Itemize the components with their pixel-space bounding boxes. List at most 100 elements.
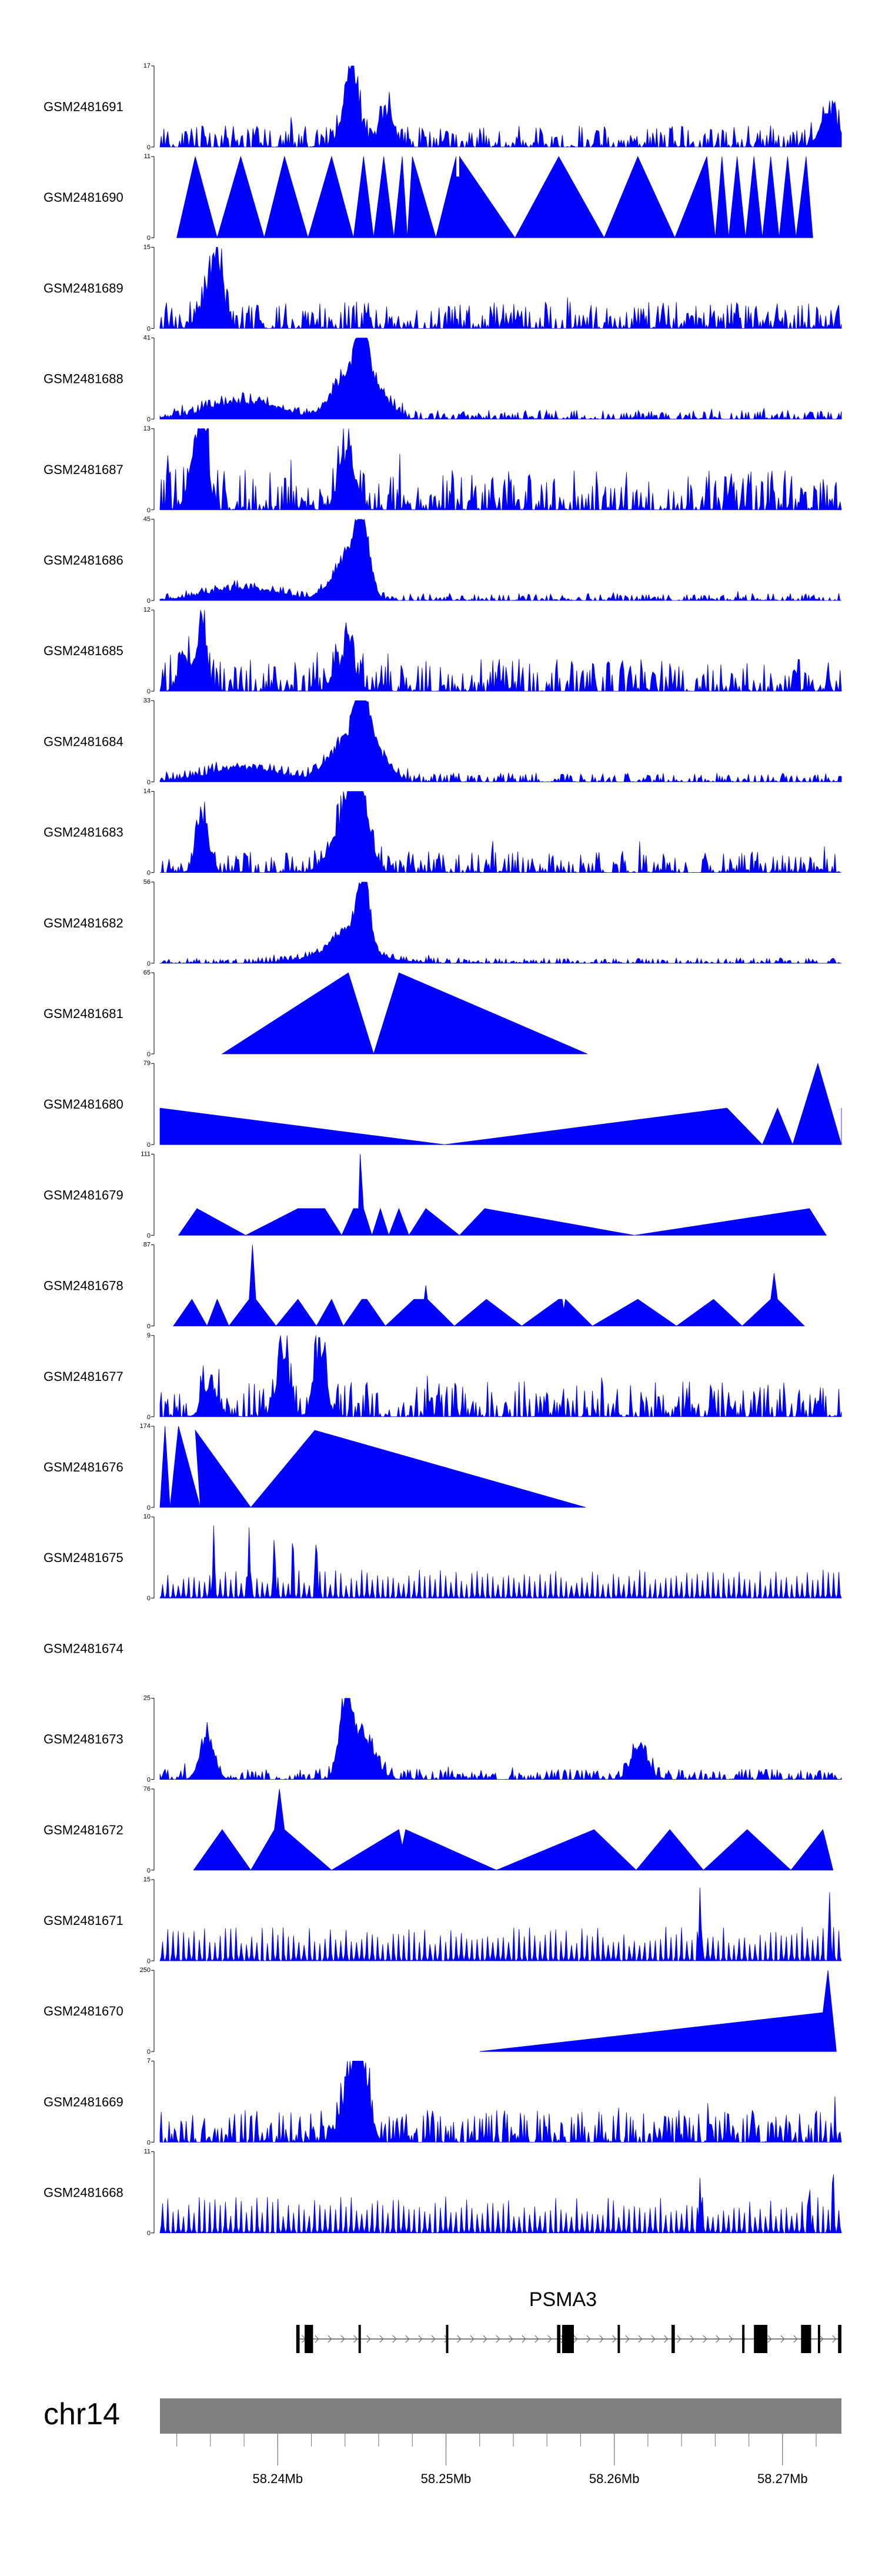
- y-axis-max-label: 10: [143, 1513, 151, 1520]
- y-axis-min-label: 0: [147, 1232, 151, 1239]
- y-axis-max-label: 33: [143, 697, 151, 704]
- gene-exon: [296, 2325, 300, 2353]
- strand-arrow: [819, 2335, 824, 2343]
- track-label: GSM2481679: [44, 1187, 123, 1202]
- y-axis-min-label: 0: [147, 870, 151, 877]
- y-axis-min-label: 0: [147, 779, 151, 786]
- track-GSM2481683: GSM2481683 14 0: [44, 788, 841, 877]
- strand-arrow: [366, 2335, 371, 2343]
- track-GSM2481671: GSM2481671 15 0: [44, 1876, 842, 1965]
- strand-arrow: [509, 2335, 513, 2343]
- strand-arrow: [729, 2335, 733, 2343]
- y-axis-min-label: 0: [147, 598, 151, 605]
- track-label: GSM2481680: [44, 1097, 123, 1112]
- track-label: GSM2481677: [44, 1369, 123, 1384]
- y-axis-max-label: 79: [143, 1060, 151, 1067]
- track-GSM2481673: GSM2481673 25 0: [44, 1695, 842, 1784]
- signal-area: [159, 2061, 842, 2143]
- y-axis-min-label: 0: [147, 1777, 151, 1784]
- track-GSM2481690: GSM2481690 11 0: [44, 153, 813, 242]
- gene-exon: [671, 2325, 675, 2353]
- genomic-axis: 58.24Mb 58.25Mb 58.26Mb 58.27Mb: [176, 2434, 817, 2486]
- gene-exon: [801, 2325, 811, 2353]
- strand-arrow: [328, 2335, 332, 2343]
- y-axis-max-label: 17: [143, 62, 151, 69]
- signal-area: [159, 247, 842, 329]
- strand-arrow: [716, 2335, 720, 2343]
- track-GSM2481668: GSM2481668 11 0: [44, 2148, 842, 2237]
- strand-arrow: [457, 2335, 462, 2343]
- y-axis-max-label: 111: [141, 1150, 151, 1157]
- signal-area: [159, 1525, 842, 1599]
- track-GSM2481680: GSM2481680 79 0: [44, 1060, 842, 1149]
- signal-area: [178, 1154, 827, 1236]
- y-axis-min-label: 0: [147, 2139, 151, 2146]
- gene-track: PSMA3: [296, 2288, 841, 2353]
- track-label: GSM2481671: [44, 1913, 123, 1928]
- track-label: GSM2481686: [44, 553, 123, 568]
- strand-arrow: [599, 2335, 604, 2343]
- strand-arrow: [392, 2335, 397, 2343]
- strand-arrow: [418, 2335, 423, 2343]
- gene-exon: [562, 2325, 574, 2353]
- strand-arrow: [690, 2335, 694, 2343]
- track-GSM2481676: GSM2481676 174 0: [44, 1423, 586, 1511]
- strand-arrow: [651, 2335, 656, 2343]
- y-axis-min-label: 0: [147, 235, 151, 242]
- strand-arrow: [470, 2335, 475, 2343]
- strand-arrow: [547, 2335, 552, 2343]
- y-axis-min-label: 0: [147, 2048, 151, 2056]
- y-axis-max-label: 13: [143, 425, 151, 432]
- gene-exon: [742, 2325, 745, 2353]
- strand-arrow: [625, 2335, 630, 2343]
- y-axis-min-label: 0: [147, 416, 151, 423]
- signal-area: [176, 155, 813, 239]
- signal-area: [159, 1335, 842, 1418]
- strand-arrow: [340, 2335, 345, 2343]
- y-axis-min-label: 0: [147, 1051, 151, 1058]
- gene-exon: [754, 2325, 768, 2353]
- gene-exon: [358, 2325, 361, 2353]
- track-GSM2481677: GSM2481677 9 0: [44, 1332, 842, 1421]
- y-axis-max-label: 41: [143, 335, 151, 342]
- track-label: GSM2481685: [44, 643, 123, 658]
- strand-arrow: [664, 2335, 669, 2343]
- signal-area: [159, 1426, 586, 1508]
- y-axis-max-label: 11: [144, 2148, 151, 2155]
- track-GSM2481670: GSM2481670 250 0: [44, 1967, 837, 2056]
- chromosome-ideogram: chr14: [44, 2397, 841, 2434]
- y-axis-min-label: 0: [147, 2230, 151, 2237]
- y-axis-max-label: 250: [140, 1967, 151, 1974]
- y-axis-min-label: 0: [147, 1504, 151, 1511]
- track-label: GSM2481676: [44, 1460, 123, 1474]
- strand-arrow: [573, 2335, 578, 2343]
- track-GSM2481688: GSM2481688 41 0: [44, 335, 842, 423]
- strand-arrow: [793, 2335, 798, 2343]
- track-label: GSM2481691: [44, 99, 123, 114]
- strand-arrow: [496, 2335, 500, 2343]
- track-GSM2481682: GSM2481682 56 0: [44, 879, 841, 967]
- y-axis-min-label: 0: [147, 1414, 151, 1421]
- strand-arrow: [832, 2335, 837, 2343]
- y-axis-min-label: 0: [147, 507, 151, 514]
- y-axis-min-label: 0: [147, 325, 151, 332]
- track-label: GSM2481687: [44, 462, 123, 477]
- y-axis-min-label: 0: [147, 960, 151, 967]
- gene-exon: [817, 2325, 820, 2353]
- y-axis-max-label: 87: [143, 1242, 151, 1249]
- gene-exon: [557, 2325, 561, 2353]
- track-GSM2481674: GSM2481674: [44, 1641, 123, 1656]
- track-label: GSM2481670: [44, 2004, 123, 2018]
- strand-arrow: [703, 2335, 707, 2343]
- strand-arrow: [612, 2335, 617, 2343]
- gene-exon: [838, 2325, 841, 2353]
- track-GSM2481675: GSM2481675 10 0: [44, 1513, 842, 1602]
- track-label: GSM2481681: [44, 1006, 123, 1021]
- strand-arrow: [353, 2335, 358, 2343]
- gene-name-label: PSMA3: [529, 2288, 597, 2311]
- y-axis-min-label: 0: [147, 144, 151, 151]
- strand-arrow: [767, 2335, 772, 2343]
- track-label: GSM2481675: [44, 1550, 123, 1565]
- signal-area: [160, 791, 841, 874]
